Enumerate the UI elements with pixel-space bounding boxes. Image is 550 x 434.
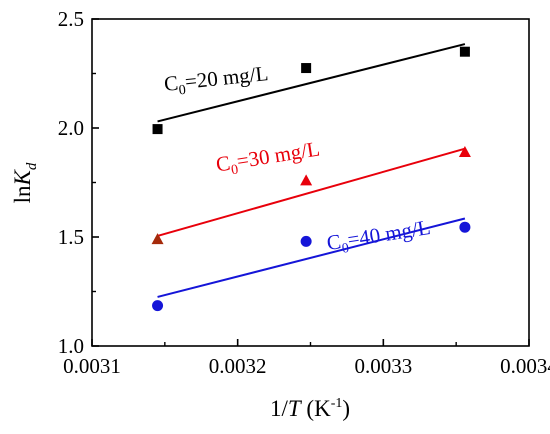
series-label-2: C0=30 mg/L — [214, 136, 322, 180]
data-markers — [151, 46, 471, 312]
data-point-series-3 — [300, 235, 312, 247]
data-point-series-3 — [459, 221, 471, 233]
tick-marks — [91, 18, 530, 347]
series-label-3: C0=40 mg/L — [325, 215, 433, 259]
x-tick-label: 0.0033 — [354, 354, 412, 378]
data-point-series-2 — [151, 233, 164, 245]
series-labels: C0=20 mg/L C0=30 mg/LC0=40 mg/L — [163, 61, 433, 259]
fit-line-series-3 — [157, 217, 466, 298]
x-tick-label: 0.0032 — [209, 354, 267, 378]
tick-labels: 0.0031 0.0032 0.0033 0.0034 1.0 1.5 2.0 2.5 — [58, 7, 550, 378]
fit-line-series-2 — [157, 147, 466, 237]
x-axis-label: 1/T (K-1) — [270, 396, 350, 421]
fit-lines — [157, 43, 466, 298]
fit-line-series-1 — [157, 43, 466, 123]
data-point-series-2 — [300, 174, 313, 186]
data-point-series-3 — [152, 300, 164, 312]
y-axis-label: lnKd — [10, 162, 40, 203]
data-point-series-1 — [301, 63, 312, 74]
y-tick-label: 2.5 — [58, 7, 84, 31]
data-point-series-2 — [458, 145, 471, 157]
data-point-series-1 — [152, 124, 163, 135]
x-tick-label: 0.0034 — [500, 354, 550, 378]
y-tick-label: 1.5 — [58, 225, 84, 249]
x-tick-label: 0.0031 — [63, 354, 121, 378]
data-point-series-1 — [459, 46, 470, 57]
y-tick-label: 2.0 — [58, 116, 84, 140]
series-label-1: C0=20 mg/L — [163, 61, 270, 100]
y-tick-label: 1.0 — [58, 334, 84, 358]
